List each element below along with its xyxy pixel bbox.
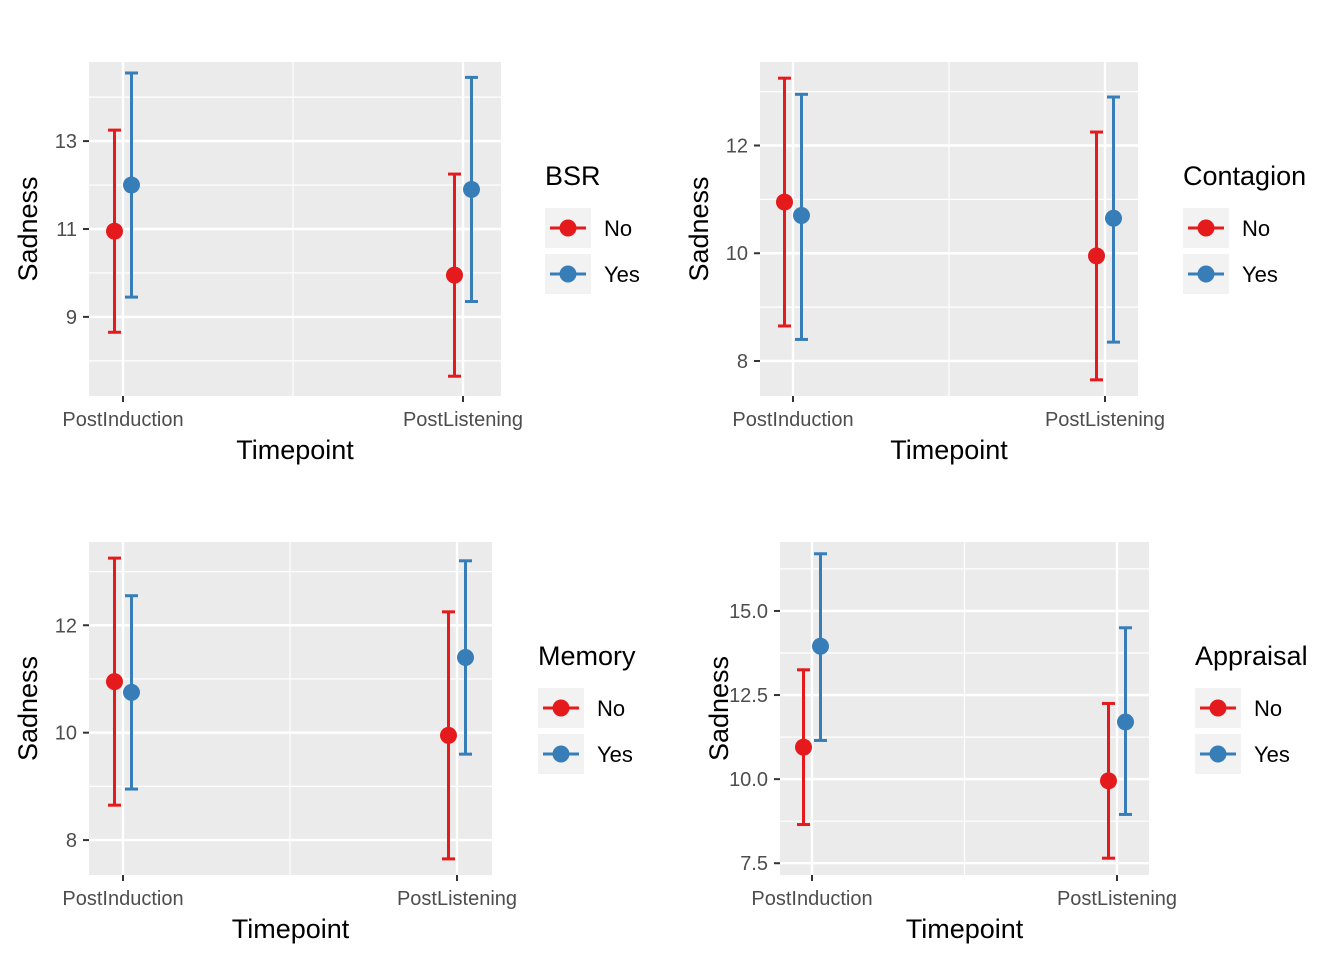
x-tick-label: PostInduction: [732, 409, 853, 431]
legend-label: Yes: [604, 262, 640, 287]
chart-panel-3: 8 10 12 PostInduction PostListening Timepoint…: [13, 542, 636, 944]
legend-label: Yes: [1254, 742, 1290, 767]
mean-point: [1117, 713, 1134, 731]
x-tick-label: PostInduction: [62, 888, 183, 910]
mean-point: [446, 266, 463, 284]
legend-label: No: [1254, 696, 1282, 721]
x-tick-label: PostListening: [1045, 409, 1165, 431]
chart-panel-4: 7.5 10.0 12.5 15.0 PostInduction PostListenin…: [704, 542, 1308, 944]
legend-label: No: [597, 696, 625, 721]
legend-key-point: [559, 265, 577, 283]
mean-point: [812, 637, 829, 655]
y-axis-title: Sadness: [684, 176, 714, 281]
legend: Appraisal No Yes: [1195, 641, 1308, 774]
legend-label: Yes: [1242, 262, 1278, 287]
mean-point: [1105, 209, 1122, 227]
mean-point: [123, 176, 140, 194]
legend-label: Yes: [597, 742, 633, 767]
legend: Contagion No Yes: [1183, 161, 1306, 294]
legend-label: No: [604, 216, 632, 241]
mean-point: [463, 180, 480, 198]
legend: Memory No Yes: [538, 641, 636, 774]
mean-point: [1088, 247, 1105, 265]
y-tick-label: 9: [66, 307, 77, 329]
x-axis-title: Timepoint: [236, 435, 354, 465]
legend-key-point: [1209, 745, 1227, 763]
x-tick-label: PostListening: [397, 888, 517, 910]
legend-key-point: [552, 699, 570, 717]
chart-panel-1: 9 11 13 PostInduction PostListening Timepoint…: [13, 62, 640, 465]
legend-title: Appraisal: [1195, 641, 1308, 671]
legend-key-point: [559, 219, 577, 237]
mean-point: [106, 673, 123, 691]
mean-point: [793, 207, 810, 225]
y-tick-label: 7.5: [740, 853, 768, 875]
chart-panel-2: 8 10 12 PostInduction PostListening Timepoint…: [684, 62, 1306, 465]
legend-key-point: [552, 745, 570, 763]
y-tick-label: 10: [726, 243, 748, 265]
y-tick-label: 8: [66, 830, 77, 852]
y-axis-title: Sadness: [13, 656, 43, 761]
y-tick-label: 15.0: [729, 601, 768, 623]
x-tick-label: PostInduction: [751, 888, 872, 910]
mean-point: [795, 738, 812, 756]
legend-key-point: [1197, 219, 1215, 237]
x-axis-title: Timepoint: [906, 914, 1024, 944]
y-axis-title: Sadness: [704, 656, 734, 761]
legend-title: Memory: [538, 641, 636, 671]
y-tick-label: 10.0: [729, 769, 768, 791]
y-tick-label: 12: [726, 136, 748, 158]
x-tick-label: PostListening: [403, 409, 523, 431]
y-tick-label: 13: [55, 131, 77, 153]
legend-title: BSR: [545, 161, 601, 191]
y-tick-label: 8: [737, 351, 748, 373]
mean-point: [457, 648, 474, 666]
y-tick-label: 12.5: [729, 685, 768, 707]
legend-key-point: [1209, 699, 1227, 717]
mean-point: [776, 193, 793, 211]
legend-key-point: [1197, 265, 1215, 283]
x-tick-label: PostListening: [1057, 888, 1177, 910]
x-axis-title: Timepoint: [890, 435, 1008, 465]
mean-point: [440, 726, 457, 744]
x-axis-title: Timepoint: [232, 914, 350, 944]
legend-label: No: [1242, 216, 1270, 241]
mean-point: [123, 683, 140, 701]
mean-point: [106, 222, 123, 240]
mean-point: [1100, 772, 1117, 790]
legend-title: Contagion: [1183, 161, 1306, 191]
y-tick-label: 10: [55, 723, 77, 745]
y-tick-label: 11: [56, 219, 77, 241]
x-tick-label: PostInduction: [62, 409, 183, 431]
y-axis-title: Sadness: [13, 176, 43, 281]
y-tick-label: 12: [55, 615, 77, 637]
